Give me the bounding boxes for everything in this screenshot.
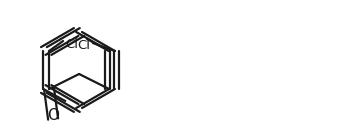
Text: O: O	[47, 108, 59, 123]
Text: Cl: Cl	[65, 38, 78, 51]
Text: Cl: Cl	[77, 39, 90, 52]
